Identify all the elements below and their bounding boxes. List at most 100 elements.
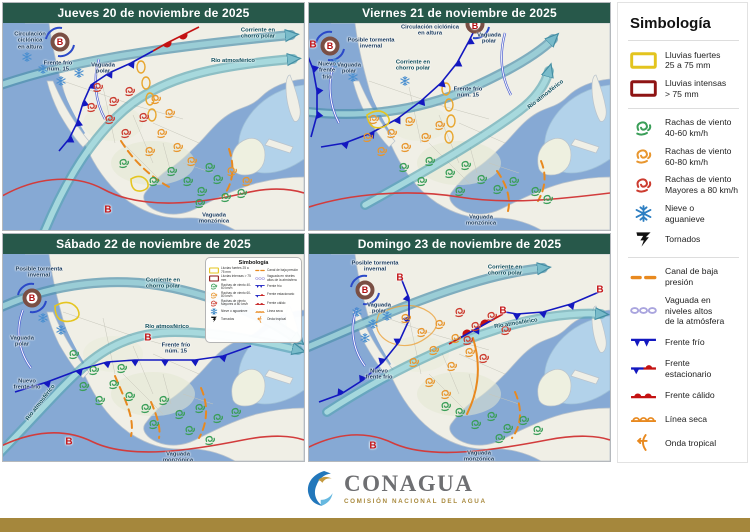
mini-legend-item: Lluvias fuertes 25 a 75 mm <box>209 267 252 274</box>
mini-legend-item: Frente frío <box>255 283 298 290</box>
panel-title-bar: Viernes 21 de noviembre de 2025 <box>309 3 610 23</box>
low-pressure-channel <box>120 140 174 190</box>
low-pressure-channel <box>511 391 521 439</box>
footer-gold-bar <box>0 518 750 532</box>
snow-icon <box>209 307 219 315</box>
dry-line-icon <box>255 308 265 315</box>
mini-legend-item-label: Frente frío <box>267 284 282 289</box>
legend-item-label: Rachas de viento 40-60 km/h <box>665 117 732 139</box>
low-pressure-symbol <box>315 30 345 62</box>
legend-item-label: Onda tropical <box>665 437 717 448</box>
panel-title: Jueves 20 de noviembre de 2025 <box>57 6 250 20</box>
brand-name: CONAGUA <box>344 470 474 496</box>
mini-legend-item-label: Rachas de viento 60-80 km/h <box>221 290 252 299</box>
warm-front-icon <box>255 300 265 307</box>
mini-legend-item-label: Tornados <box>221 316 235 321</box>
legend-item: Frente frío <box>628 330 739 354</box>
mini-legend-item-label: Línea seca <box>267 308 283 313</box>
cold-front-line <box>14 345 252 393</box>
rain-intense-icon <box>209 275 219 282</box>
low-pressure-channel <box>537 160 546 202</box>
mini-legend-item-label: Rachas de viento 40-60 km/h <box>221 282 252 290</box>
rain-heavy-icon <box>628 52 658 69</box>
gust-green-icon <box>209 283 219 290</box>
low-pressure-symbol <box>45 26 75 58</box>
divider <box>628 40 739 41</box>
panel-title: Viernes 21 de noviembre de 2025 <box>362 6 557 20</box>
forecast-panel-sabado: Sábado 22 de noviembre de 2025 <box>2 233 305 462</box>
panel-title: Domingo 23 de noviembre de 2025 <box>357 237 562 251</box>
mini-legend-item: Rachas de viento Mayores a 80 km/h <box>209 299 252 307</box>
gust-red-icon <box>628 177 658 194</box>
tropical-wave-line <box>466 337 479 415</box>
legend-item-label: Lluvias intensas > 75 mm <box>665 77 727 99</box>
cold-front-line <box>320 23 479 150</box>
mini-legend-item: Frente cálido <box>255 300 298 307</box>
gust-green-icon <box>628 120 658 137</box>
stationary-front-icon <box>255 292 265 299</box>
stationary-front-icon <box>628 360 658 377</box>
legend-list: Lluvias fuertes 25 a 75 mm Lluvias intens… <box>628 46 739 455</box>
panel-title-bar: Sábado 22 de noviembre de 2025 <box>3 234 304 254</box>
map-canvas <box>3 23 304 230</box>
legend-item-label: Lluvias fuertes 25 a 75 mm <box>665 49 721 71</box>
legend-item: Rachas de viento 40-60 km/h <box>628 114 739 142</box>
conagua-swoosh-icon <box>307 471 333 506</box>
cold-front-line <box>318 277 410 403</box>
panel-title-bar: Domingo 23 de noviembre de 2025 <box>309 234 610 254</box>
monsoon-trough-line <box>3 178 304 204</box>
monsoon-trough-line <box>3 432 304 453</box>
legend-item: Onda tropical <box>628 431 739 455</box>
mini-legend-item: Línea seca <box>255 308 298 315</box>
rain-intense-icon <box>628 80 658 97</box>
map-canvas <box>309 23 610 230</box>
mini-legend-item: Lluvias intensas > 75 mm <box>209 275 252 282</box>
cold-front-line <box>504 291 600 321</box>
mini-legend-item-label: Onda tropical <box>267 316 286 321</box>
forecast-panel-jueves: Jueves 20 de noviembre de 2025 <box>2 2 305 231</box>
brand-tagline: COMISIÓN NACIONAL DEL AGUA <box>344 497 487 505</box>
legend-item: Lluvias intensas > 75 mm <box>628 74 739 102</box>
tornado-icon <box>628 231 658 248</box>
legend-item: Tornados <box>628 228 739 252</box>
low-pressure-channel <box>150 401 161 439</box>
legend-item: Vaguada en niveles altos de la atmósfera <box>628 291 739 330</box>
legend-item-label: Frente estacionario <box>665 357 712 379</box>
low-pressure-symbol <box>350 274 380 306</box>
mini-legend-item-label: Lluvias intensas > 75 mm <box>221 274 251 282</box>
low-pressure-channel <box>496 170 510 212</box>
mini-legend-item-label: Frente estacionario <box>267 292 295 297</box>
legend-item: Canal de baja presión <box>628 263 739 291</box>
forecast-panel-viernes: Viernes 21 de noviembre de 2025 <box>308 2 611 231</box>
heavy-rain-zone <box>54 301 80 323</box>
mini-legend-item-label: Canal de baja presión <box>267 267 299 272</box>
mini-legend-item-label: Vaguada en niveles altos de la atmósfera <box>267 274 297 282</box>
tornado-icon <box>209 316 219 323</box>
legend-item-label: Rachas de viento 60-80 km/h <box>665 145 732 167</box>
dry-line-icon <box>628 410 658 427</box>
mini-legend-item: Vaguada en niveles altos de la atmósfera <box>255 275 298 282</box>
stationary-front-line <box>152 26 200 52</box>
legend-item-label: Vaguada en niveles altos de la atmósfera <box>665 294 725 327</box>
mini-legend-item-label: Nieve o aguanieve <box>221 308 248 313</box>
low-pressure-channel <box>198 387 207 439</box>
legend-item-label: Rachas de viento Mayores a 80 km/h <box>665 174 739 196</box>
mini-legend-item: Canal de baja presión <box>255 267 298 274</box>
map-sabado: Posible tormenta invernal Corriente en c… <box>3 254 304 461</box>
heavy-rain-zone <box>366 110 391 129</box>
mini-legend-item: Onda tropical <box>255 316 298 324</box>
stationary-front-cold <box>457 318 495 340</box>
cold-front-line <box>58 50 154 152</box>
legend-item: Frente cálido <box>628 383 739 407</box>
legend-item: Nieve o aguanieve <box>628 199 739 227</box>
conagua-logo: CONAGUA COMISIÓN NACIONAL DEL AGUA <box>302 468 487 508</box>
gust-orange-icon <box>209 292 219 299</box>
warm-front-icon <box>628 386 658 403</box>
mini-legend-title: Simbología <box>238 260 269 266</box>
legend-item-label: Línea seca <box>665 413 708 424</box>
low-channel-icon <box>255 267 265 274</box>
low-pressure-symbol <box>465 23 490 40</box>
map-jueves: Circulación ciclónica en altura Frente f… <box>3 23 304 230</box>
upper-trough-icon <box>628 302 658 319</box>
legend-item-label: Nieve o aguanieve <box>665 202 705 224</box>
